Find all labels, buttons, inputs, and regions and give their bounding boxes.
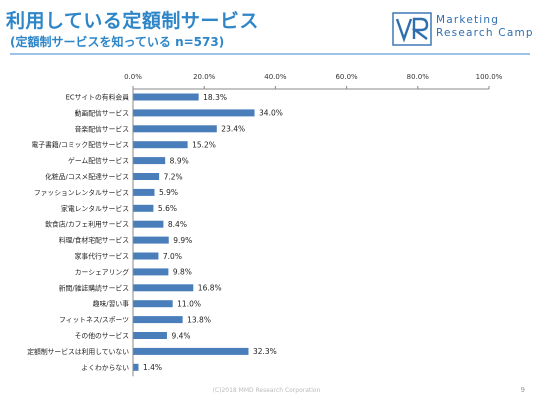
x-tick-label: 100.0% (476, 73, 503, 81)
bar-value-label: 11.0% (177, 300, 201, 309)
x-tick-label: 0.0% (124, 73, 142, 81)
bar-value-label: 7.0% (163, 252, 182, 261)
bar (133, 236, 169, 244)
bar (133, 220, 164, 228)
category-label: カーシェアリング (75, 267, 129, 276)
category-label: 電子書籍/コミック配信サービス (32, 140, 130, 149)
x-tick-label: 60.0% (335, 73, 358, 81)
category-label: よくわからない (81, 364, 129, 372)
logo-line-1: Marketing (436, 14, 500, 26)
bar (133, 141, 188, 149)
bar-value-label: 9.9% (173, 236, 192, 245)
category-label: 趣味/習い事 (93, 299, 129, 308)
category-label: 動画配信サービス (75, 108, 130, 117)
bar-value-label: 7.2% (164, 172, 183, 181)
category-label: 定額制サービスは利用していない (27, 347, 129, 356)
copyright-text: (C)2018 MMD Research Corporation (212, 387, 321, 394)
bar (133, 332, 167, 339)
header-divider (10, 53, 530, 55)
vr-logo-icon (392, 12, 432, 46)
bar (133, 300, 173, 308)
page-subtitle: (定額制サービスを知っている n=573) (10, 35, 225, 49)
category-label: 新聞/雑誌購読サービス (59, 283, 129, 292)
bar (133, 109, 255, 117)
category-label: ファッションレンタルサービス (34, 188, 129, 197)
category-label: 家事代行サービス (75, 252, 130, 261)
bar (133, 268, 169, 276)
bar-value-label: 32.3% (253, 347, 277, 356)
bar-value-label: 1.4% (143, 363, 162, 372)
logo-line-2: Research Camp (436, 27, 533, 39)
logo-text: Marketing Research Camp (436, 14, 533, 40)
bar-value-label: 16.8% (198, 284, 222, 293)
x-tick-label: 80.0% (407, 73, 430, 81)
x-tick-label: 20.0% (193, 73, 216, 81)
bar-value-label: 9.4% (171, 331, 190, 340)
category-label: 料理/食材宅配サービス (59, 236, 129, 245)
bar-value-label: 13.8% (187, 315, 211, 324)
bar-value-label: 8.9% (170, 156, 189, 165)
bar-value-label: 8.4% (168, 220, 187, 229)
category-label: 家電レンタルサービス (61, 204, 129, 213)
bar-value-label: 23.4% (221, 125, 245, 134)
bar-chart: 0.0% 20.0% 40.0% 60.0% 80.0% 100.0% ECサイトの有料会員… (27, 73, 503, 377)
bar (133, 188, 155, 196)
bar-value-label: 5.6% (158, 204, 177, 213)
bar (133, 125, 217, 133)
page-title: 利用している定額制サービス (6, 10, 259, 32)
bar (133, 347, 249, 355)
bar-value-label: 18.3% (203, 93, 227, 102)
company-logo: Marketing Research Camp (392, 12, 533, 48)
category-label: 化粧品/コスメ配達サービス (45, 172, 129, 181)
bar (133, 204, 154, 212)
bar (133, 363, 139, 371)
x-tick-label: 40.0% (264, 73, 287, 81)
bar (133, 157, 166, 165)
bar (133, 252, 159, 260)
category-label: 飲食店/カフェ利用サービス (45, 220, 129, 229)
page-number: 9 (520, 386, 525, 394)
category-label: ECサイトの有料会員 (66, 93, 130, 102)
bar-value-label: 34.0% (259, 109, 283, 118)
bar-value-label: 9.8% (173, 268, 192, 277)
bar (133, 93, 199, 101)
category-label: 音楽配信サービス (75, 124, 130, 133)
category-label: ゲーム配信サービス (68, 156, 129, 165)
bar (133, 316, 183, 324)
category-label: フィットネス/スポーツ (59, 316, 129, 324)
bar-value-label: 15.2% (192, 141, 216, 150)
bar (133, 284, 194, 292)
bar (133, 173, 160, 180)
bar-value-label: 5.9% (159, 188, 178, 197)
category-label: その他のサービス (75, 331, 130, 340)
